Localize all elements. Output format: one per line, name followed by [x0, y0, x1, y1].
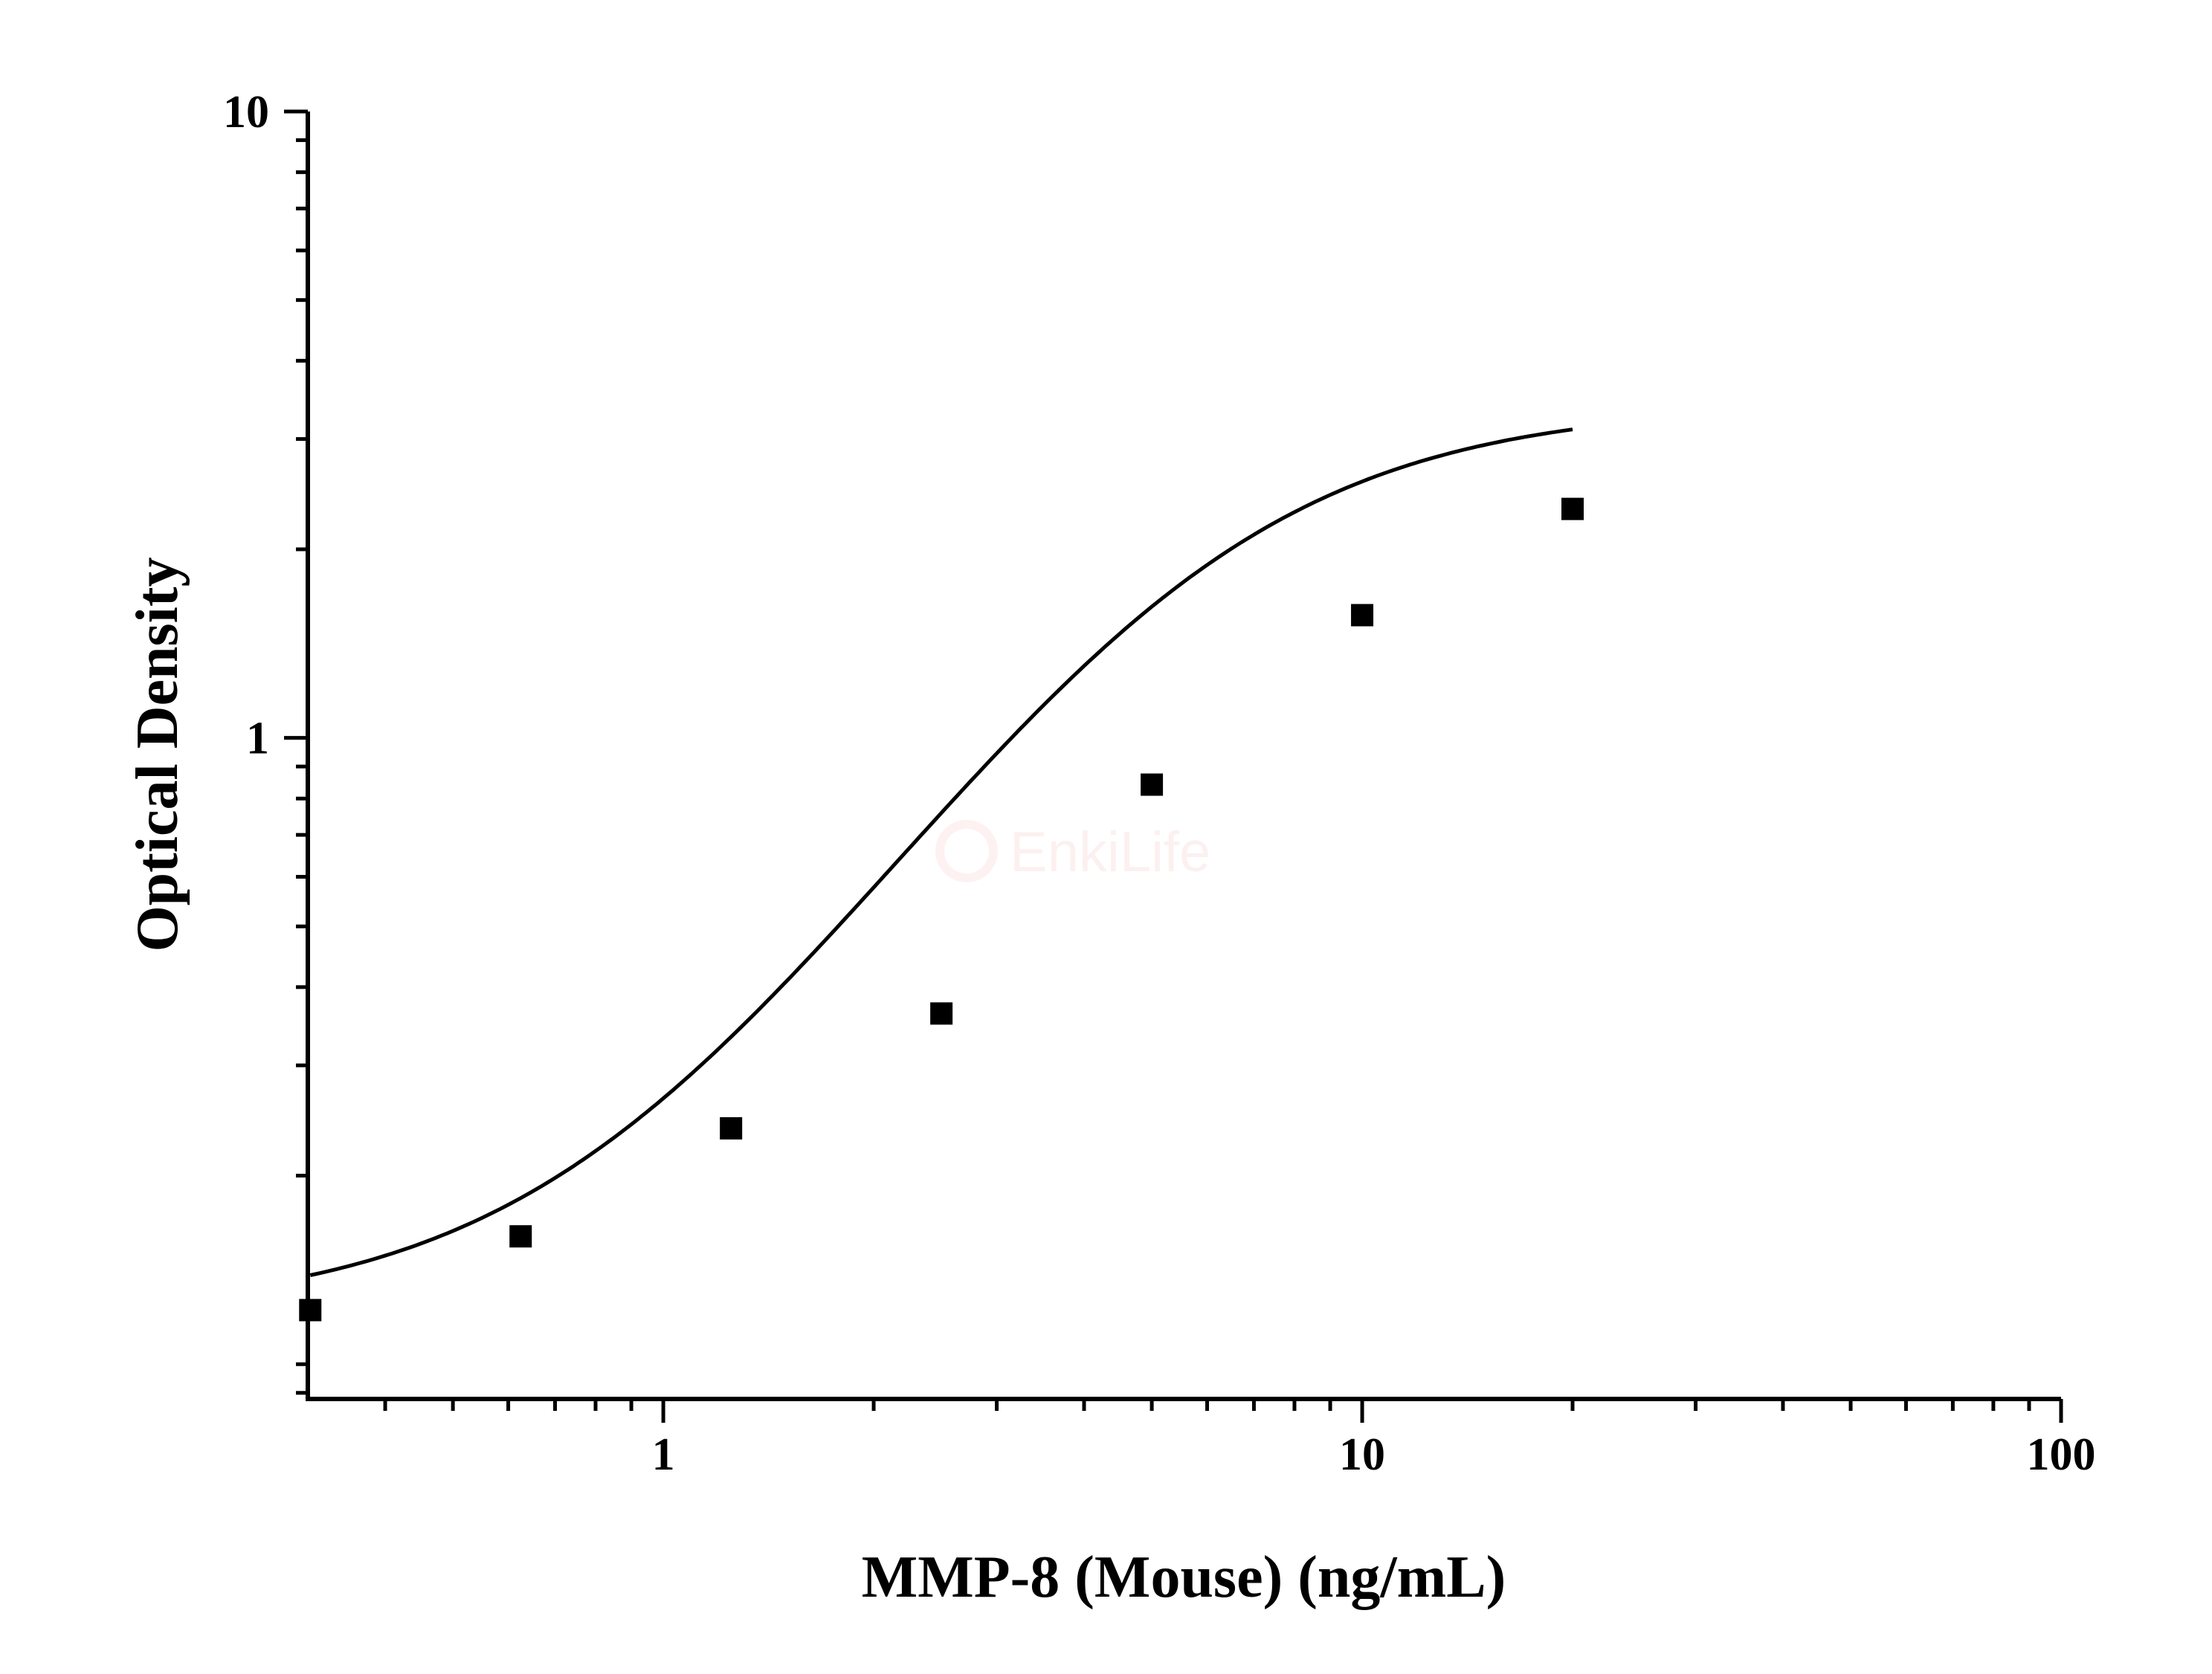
axis-labels: MMP-8 (Mouse) (ng/mL) Optical Density: [125, 557, 1506, 1610]
data-point: [299, 1299, 322, 1322]
x-tick-label: 100: [2027, 1429, 2096, 1480]
data-points: [299, 497, 1584, 1322]
data-point: [720, 1116, 743, 1140]
x-tick-label: 1: [652, 1429, 675, 1480]
data-point: [1141, 773, 1164, 796]
x-axis-title: MMP-8 (Mouse) (ng/mL): [862, 1545, 1506, 1610]
y-tick-label: 10: [223, 87, 269, 138]
watermark-text: EnkiLife: [1010, 821, 1210, 884]
fit-curve-line: [309, 427, 1573, 1277]
data-point: [930, 1002, 953, 1025]
watermark-logo-icon: [935, 820, 998, 882]
data-point: [1561, 497, 1584, 520]
fit-curve-group: [309, 427, 1573, 1277]
x-tick-label: 10: [1339, 1429, 1385, 1480]
axes: 1 10 100 1 10: [223, 87, 2096, 1480]
y-axis-title: Optical Density: [125, 557, 190, 951]
watermark: EnkiLife: [935, 820, 1210, 884]
data-point: [509, 1225, 532, 1248]
data-point: [1351, 604, 1374, 627]
y-tick-label: 1: [246, 714, 269, 764]
